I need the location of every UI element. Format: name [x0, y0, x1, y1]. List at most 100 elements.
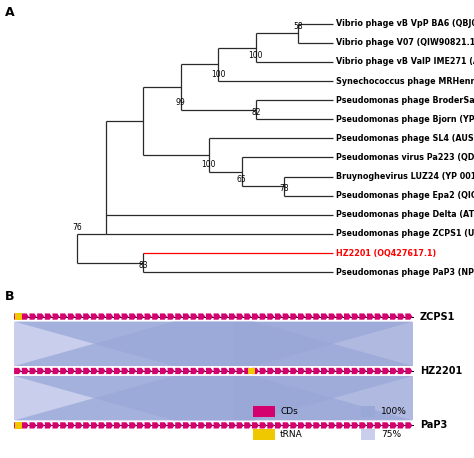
FancyArrow shape	[68, 367, 75, 375]
Text: Pseudomonas phage BroderSalsa (UMO76431.1): Pseudomonas phage BroderSalsa (UMO76431.…	[336, 96, 474, 104]
Text: Pseudomonas phage PaP3 (NP 775255.1): Pseudomonas phage PaP3 (NP 775255.1)	[336, 267, 474, 277]
FancyArrow shape	[275, 422, 282, 429]
FancyArrow shape	[383, 313, 389, 320]
Polygon shape	[234, 322, 413, 366]
FancyArrow shape	[374, 422, 382, 429]
Text: Pseudomonas phage Bjorn (YP 009622532.1): Pseudomonas phage Bjorn (YP 009622532.1)	[336, 115, 474, 124]
Polygon shape	[14, 376, 413, 420]
FancyArrow shape	[191, 367, 198, 375]
Text: tRNA: tRNA	[280, 430, 303, 439]
FancyArrow shape	[121, 313, 128, 320]
Text: 100%: 100%	[381, 407, 407, 416]
FancyArrow shape	[374, 313, 382, 320]
FancyArrow shape	[14, 313, 21, 320]
FancyArrow shape	[267, 313, 274, 320]
FancyArrow shape	[106, 367, 113, 375]
FancyArrow shape	[152, 313, 159, 320]
FancyArrow shape	[260, 367, 267, 375]
FancyArrow shape	[45, 367, 52, 375]
Bar	[248, 367, 255, 375]
FancyArrow shape	[145, 367, 152, 375]
FancyArrow shape	[114, 367, 121, 375]
FancyArrow shape	[328, 422, 336, 429]
Text: Pseudomonas phage SL4 (AUS03268.1): Pseudomonas phage SL4 (AUS03268.1)	[336, 134, 474, 143]
FancyArrow shape	[229, 422, 236, 429]
FancyArrow shape	[359, 313, 366, 320]
FancyArrow shape	[137, 313, 144, 320]
Text: HZ2201: HZ2201	[420, 366, 462, 376]
FancyArrow shape	[252, 313, 259, 320]
FancyArrow shape	[237, 313, 244, 320]
Text: 100: 100	[201, 160, 216, 169]
FancyArrow shape	[321, 422, 328, 429]
FancyArrow shape	[221, 422, 228, 429]
FancyArrow shape	[321, 367, 328, 375]
FancyArrow shape	[91, 422, 98, 429]
FancyArrow shape	[99, 367, 106, 375]
FancyArrow shape	[374, 367, 382, 375]
FancyArrow shape	[336, 367, 343, 375]
FancyArrow shape	[152, 422, 159, 429]
FancyArrow shape	[99, 313, 106, 320]
FancyArrow shape	[37, 422, 44, 429]
FancyArrow shape	[390, 422, 397, 429]
FancyArrow shape	[328, 367, 336, 375]
FancyArrow shape	[167, 422, 174, 429]
FancyArrow shape	[183, 313, 190, 320]
FancyArrow shape	[75, 367, 82, 375]
Text: 58: 58	[293, 22, 303, 31]
FancyArrow shape	[367, 422, 374, 429]
FancyArrow shape	[221, 313, 228, 320]
FancyArrow shape	[344, 422, 351, 429]
FancyArrow shape	[167, 367, 174, 375]
FancyArrow shape	[336, 313, 343, 320]
FancyArrow shape	[252, 422, 259, 429]
FancyArrow shape	[221, 367, 228, 375]
FancyArrow shape	[29, 422, 36, 429]
FancyArrow shape	[198, 422, 205, 429]
Text: 76: 76	[73, 223, 82, 232]
FancyArrow shape	[22, 367, 29, 375]
FancyArrow shape	[367, 313, 374, 320]
FancyArrow shape	[298, 367, 305, 375]
FancyArrow shape	[298, 313, 305, 320]
Text: 82: 82	[251, 108, 261, 117]
FancyArrow shape	[244, 367, 251, 375]
FancyArrow shape	[283, 313, 290, 320]
FancyArrow shape	[45, 313, 52, 320]
Bar	[361, 406, 375, 417]
Text: Vibrio phage vB VpP BA6 (QBJ00594.1): Vibrio phage vB VpP BA6 (QBJ00594.1)	[336, 19, 474, 28]
Text: 100: 100	[211, 70, 226, 79]
FancyArrow shape	[398, 422, 405, 429]
FancyArrow shape	[405, 422, 412, 429]
Text: 83: 83	[138, 261, 148, 270]
FancyArrow shape	[344, 313, 351, 320]
FancyArrow shape	[344, 367, 351, 375]
FancyArrow shape	[306, 422, 313, 429]
Text: Vibrio phage V07 (QIW90821.1 ): Vibrio phage V07 (QIW90821.1 )	[336, 38, 474, 47]
FancyArrow shape	[145, 422, 152, 429]
FancyArrow shape	[275, 367, 282, 375]
Text: B: B	[5, 290, 14, 303]
FancyArrow shape	[75, 313, 82, 320]
FancyArrow shape	[83, 367, 90, 375]
FancyArrow shape	[290, 313, 297, 320]
FancyArrow shape	[37, 367, 44, 375]
FancyArrow shape	[336, 422, 343, 429]
FancyArrow shape	[129, 313, 136, 320]
FancyArrow shape	[306, 367, 313, 375]
FancyArrow shape	[45, 422, 52, 429]
FancyArrow shape	[129, 422, 136, 429]
FancyArrow shape	[229, 367, 236, 375]
Text: PaP3: PaP3	[420, 420, 447, 431]
FancyArrow shape	[37, 313, 44, 320]
FancyArrow shape	[183, 422, 190, 429]
FancyArrow shape	[191, 313, 198, 320]
FancyArrow shape	[313, 367, 320, 375]
FancyArrow shape	[398, 313, 405, 320]
FancyArrow shape	[321, 313, 328, 320]
FancyArrow shape	[252, 367, 259, 375]
FancyArrow shape	[175, 313, 182, 320]
FancyArrow shape	[398, 367, 405, 375]
Text: HZ2201 (OQ427617.1): HZ2201 (OQ427617.1)	[336, 249, 436, 257]
